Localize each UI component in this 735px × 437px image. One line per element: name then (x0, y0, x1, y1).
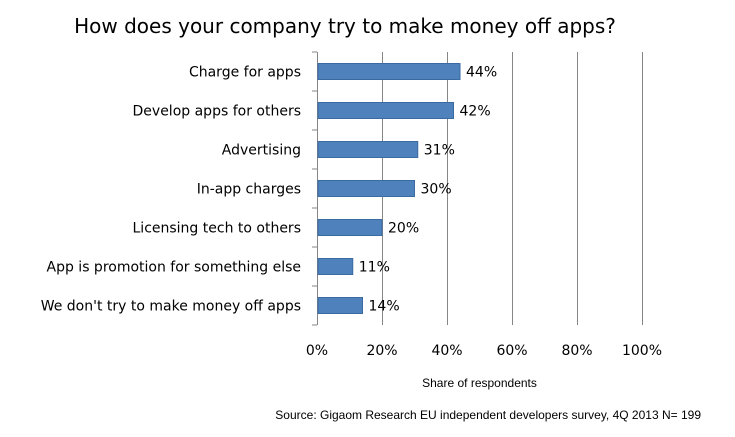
bar-3 (317, 141, 419, 158)
x-tick-label-100: 100% (622, 343, 662, 359)
chart-title: How does your company try to make money … (74, 14, 616, 38)
value-label-6: 11% (359, 260, 390, 276)
x-tick-label-20: 20% (366, 343, 397, 359)
value-label-7: 14% (369, 299, 400, 315)
x-axis-title: Share of respondents (422, 376, 537, 390)
category-label-3: Advertising (222, 143, 301, 159)
bar-1 (317, 63, 461, 80)
axes (312, 51, 318, 326)
category-label-4: In-app charges (197, 182, 301, 198)
x-tick-label-40: 40% (431, 343, 462, 359)
value-label-4: 30% (421, 182, 452, 198)
x-tick-label-0: 0% (306, 343, 328, 359)
labels: 0% 20% 40% 60% 80% 100% Charge for apps 44% Deve… (41, 65, 662, 360)
gridlines (382, 52, 643, 325)
category-label-6: App is promotion for something else (47, 260, 302, 276)
bar-4 (317, 180, 415, 197)
x-tick-label-80: 80% (561, 343, 592, 359)
value-label-1: 44% (466, 65, 497, 81)
category-label-1: Charge for apps (189, 65, 301, 81)
category-label-2: Develop apps for others (133, 104, 301, 120)
value-label-2: 42% (460, 104, 491, 120)
source-note: Source: Gigaom Research EU independent d… (275, 408, 701, 422)
bar-7 (317, 297, 363, 314)
value-label-5: 20% (388, 221, 419, 237)
category-label-7: We don't try to make money off apps (41, 299, 301, 315)
category-label-5: Licensing tech to others (133, 221, 302, 237)
bar-2 (317, 102, 454, 119)
value-label-3: 31% (424, 143, 455, 159)
x-tick-label-60: 60% (496, 343, 527, 359)
bar-5 (317, 219, 383, 236)
bars (317, 63, 461, 314)
bar-6 (317, 258, 354, 275)
